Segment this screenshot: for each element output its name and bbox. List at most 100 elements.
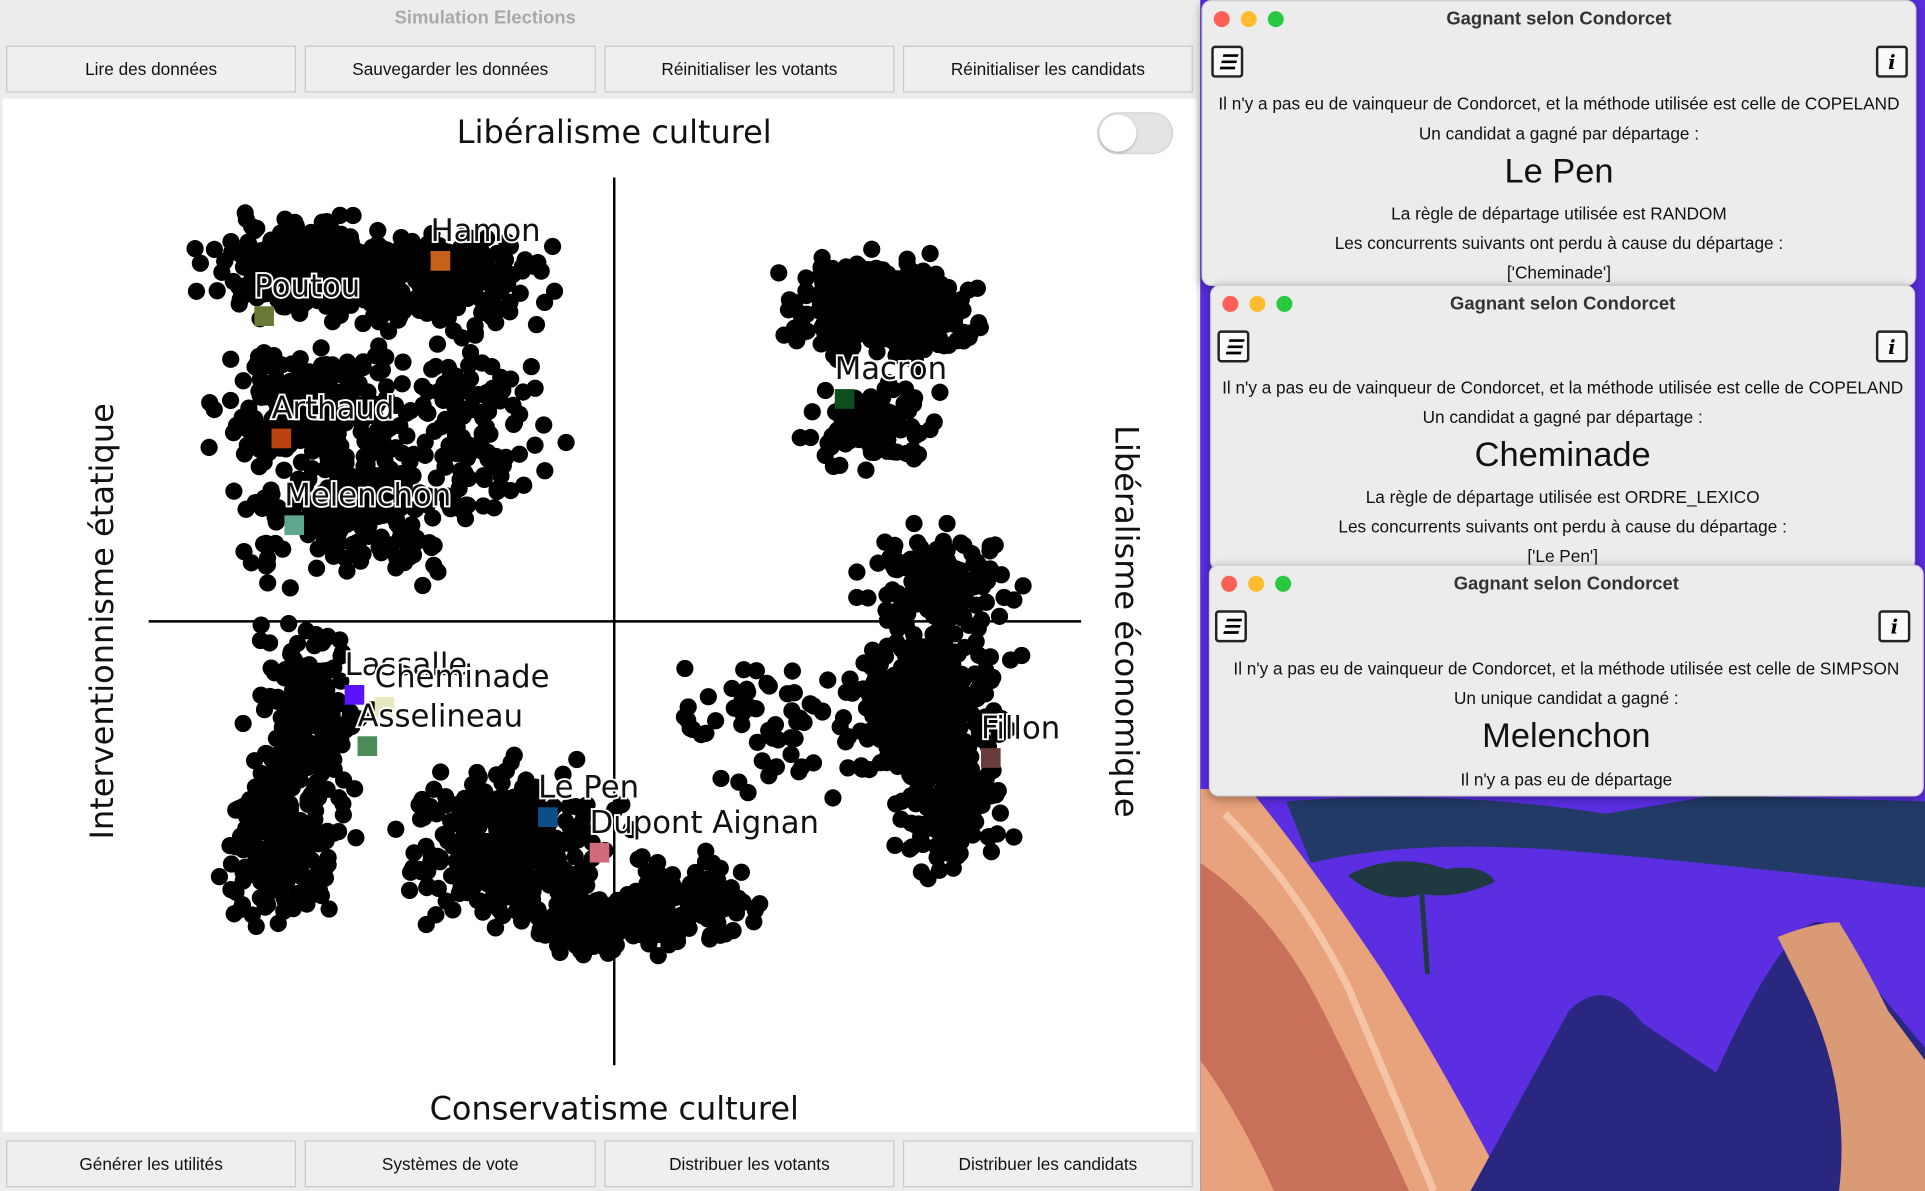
voter-point <box>865 655 884 673</box>
voter-point <box>241 807 259 825</box>
reset-candidates-button[interactable]: Réinitialiser les candidats <box>902 45 1193 93</box>
distribute-voters-button[interactable]: Distribuer les votants <box>604 1140 895 1188</box>
candidate-marker[interactable] <box>357 736 378 757</box>
voter-point <box>660 936 678 954</box>
voter-point <box>321 661 339 679</box>
voter-point <box>317 832 335 850</box>
close-button[interactable] <box>1213 11 1230 28</box>
voter-point <box>674 885 692 903</box>
view-toggle-switch[interactable] <box>1097 112 1174 155</box>
voter-point <box>915 757 933 775</box>
voter-point <box>793 324 811 342</box>
zoom-button[interactable] <box>1267 11 1284 28</box>
voter-point <box>329 526 347 544</box>
voter-point <box>975 569 993 587</box>
voter-point <box>379 461 398 480</box>
voter-point <box>305 679 323 697</box>
voter-point <box>442 867 461 885</box>
voter-point <box>332 647 350 665</box>
voter-point <box>249 347 268 366</box>
voter-point <box>357 408 375 426</box>
voter-point <box>356 432 374 451</box>
voter-point <box>940 336 958 354</box>
voter-point <box>305 780 324 798</box>
voter-point <box>400 881 419 900</box>
voter-point <box>297 293 315 311</box>
voter-point <box>502 370 520 388</box>
voter-point <box>827 296 845 314</box>
voter-point <box>267 369 285 387</box>
candidate-marker[interactable] <box>284 515 305 536</box>
voter-point <box>320 900 338 918</box>
axis-label-right: Libéralisme économique <box>1107 425 1145 818</box>
list-icon[interactable]: ☰ <box>1217 330 1250 363</box>
load-data-button[interactable]: Lire des données <box>6 45 297 93</box>
voter-point <box>461 343 480 362</box>
list-icon[interactable]: ☰ <box>1214 610 1247 643</box>
voter-point <box>432 763 450 781</box>
info-icon[interactable]: i <box>1875 45 1908 78</box>
voter-point <box>922 594 940 612</box>
minimize-button[interactable] <box>1248 575 1265 592</box>
voter-point <box>302 747 320 765</box>
political-map-plot[interactable]: Libéralisme culturel Conservatisme cultu… <box>2 98 1197 1132</box>
voter-point <box>921 244 939 263</box>
voter-point <box>895 290 914 308</box>
candidate-marker[interactable] <box>344 684 365 705</box>
voter-point <box>337 720 355 739</box>
voter-point <box>258 556 277 574</box>
close-button[interactable] <box>1221 575 1238 592</box>
tiebreak-rule-text: La règle de départage utilisée est RANDO… <box>1391 203 1727 224</box>
list-icon[interactable]: ☰ <box>1211 45 1244 78</box>
voter-point <box>944 859 962 877</box>
voter-point <box>315 376 333 394</box>
candidate-marker[interactable] <box>834 389 855 409</box>
voter-point <box>822 438 840 456</box>
method-text: Il n'y a pas eu de vainqueur de Condorce… <box>1233 658 1900 679</box>
close-button[interactable] <box>1222 295 1239 312</box>
voter-point <box>883 331 901 349</box>
voter-point <box>511 867 529 885</box>
generate-utilities-button[interactable]: Générer les utilités <box>6 1140 297 1188</box>
voter-point <box>727 904 746 922</box>
voter-point <box>1013 646 1031 665</box>
candidate-marker[interactable] <box>374 696 395 717</box>
voter-point <box>411 810 430 828</box>
voter-point <box>502 481 520 500</box>
voting-systems-button[interactable]: Systèmes de vote <box>304 1140 596 1188</box>
candidate-marker[interactable] <box>271 428 292 449</box>
voter-point <box>716 925 735 943</box>
candidate-marker[interactable] <box>589 842 610 863</box>
voter-point <box>250 458 268 476</box>
voter-point <box>598 941 616 959</box>
voter-point <box>275 841 294 859</box>
voter-point <box>577 797 595 815</box>
voter-point <box>699 688 717 706</box>
voter-points <box>186 204 1032 965</box>
voter-point <box>414 396 432 414</box>
reset-voters-button[interactable]: Réinitialiser les votants <box>604 45 895 93</box>
zoom-button[interactable] <box>1276 295 1293 312</box>
voter-point <box>394 353 412 371</box>
minimize-button[interactable] <box>1249 295 1266 312</box>
info-icon[interactable]: i <box>1878 610 1911 643</box>
voter-point <box>271 224 290 242</box>
minimize-button[interactable] <box>1240 11 1257 28</box>
candidate-marker[interactable] <box>254 306 274 326</box>
candidate-marker[interactable] <box>430 251 451 271</box>
voter-point <box>353 244 371 262</box>
voter-point <box>895 741 913 759</box>
save-data-button[interactable]: Sauvegarder les données <box>304 45 596 93</box>
voter-point <box>538 913 556 931</box>
voter-point <box>479 450 497 468</box>
voter-point <box>824 789 842 807</box>
voter-point <box>484 379 502 397</box>
candidate-marker[interactable] <box>980 748 1001 768</box>
voter-point <box>936 709 955 727</box>
candidate-marker[interactable] <box>538 807 558 828</box>
info-icon[interactable]: i <box>1875 330 1908 363</box>
zoom-button[interactable] <box>1275 575 1292 592</box>
voter-point <box>257 534 275 552</box>
distribute-candidates-button[interactable]: Distribuer les candidats <box>902 1140 1193 1188</box>
voter-point <box>649 946 667 965</box>
